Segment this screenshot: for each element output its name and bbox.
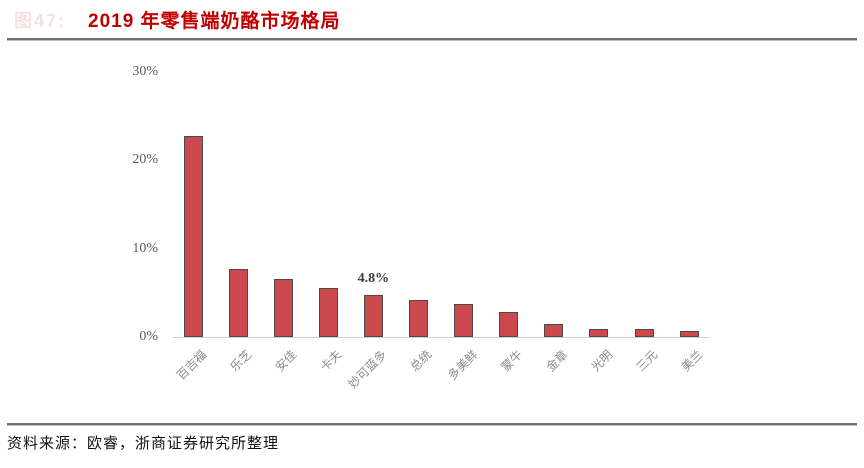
- bar-chart: 0% 10% 20% 30% 百吉福 乐芝 安佳 卡夫 妙可蓝多 4.8% 总统 多美鲜 蒙牛 金章 光明三…: [0, 40, 864, 420]
- category-label-妙可蓝多: 妙可蓝多: [345, 347, 390, 392]
- bar-百吉福: [183, 136, 203, 337]
- bar-光明: [589, 329, 609, 337]
- bar-卡夫: [318, 288, 338, 337]
- category-label-安佳: 安佳: [272, 347, 300, 375]
- category-label-乐芝: 乐芝: [227, 347, 255, 375]
- figure-number-label: 图47:: [14, 11, 67, 31]
- category-label-光明: 光明: [588, 347, 616, 375]
- y-axis-tick-label: 0%: [139, 329, 158, 344]
- y-axis-tick-label: 10%: [132, 240, 158, 256]
- bar-安佳: [273, 279, 293, 337]
- category-label-百吉福: 百吉福: [173, 347, 210, 383]
- category-label-卡夫: 卡夫: [317, 347, 345, 375]
- bottom-divider-rule: [7, 423, 857, 426]
- category-label-三元: 三元: [633, 347, 661, 375]
- y-axis-tick-label: 30%: [132, 63, 158, 79]
- source-attribution: 资料来源：欧睿，浙商证券研究所整理: [7, 436, 280, 452]
- data-label-妙可蓝多: 4.8%: [357, 270, 390, 286]
- bar-三元: [634, 329, 654, 337]
- x-axis-line: [173, 337, 710, 338]
- category-label-金章: 金章: [543, 347, 571, 375]
- category-label-总统: 总统: [407, 347, 435, 375]
- bar-美兰: [679, 330, 699, 337]
- category-label-美兰: 美兰: [678, 347, 706, 375]
- bar-总统: [409, 299, 428, 337]
- chart-title: 2019 年零售端奶酪市场格局: [88, 11, 341, 32]
- bar-妙可蓝多: [363, 294, 383, 337]
- bar-金章: [544, 323, 564, 337]
- bar-蒙牛: [499, 312, 519, 337]
- y-axis-tick-label: 20%: [132, 152, 158, 167]
- category-label-蒙牛: 蒙牛: [498, 347, 526, 375]
- bar-乐芝: [228, 268, 248, 337]
- category-label-多美鲜: 多美鲜: [444, 347, 480, 383]
- top-divider-rule: [7, 38, 857, 41]
- bar-多美鲜: [454, 304, 474, 337]
